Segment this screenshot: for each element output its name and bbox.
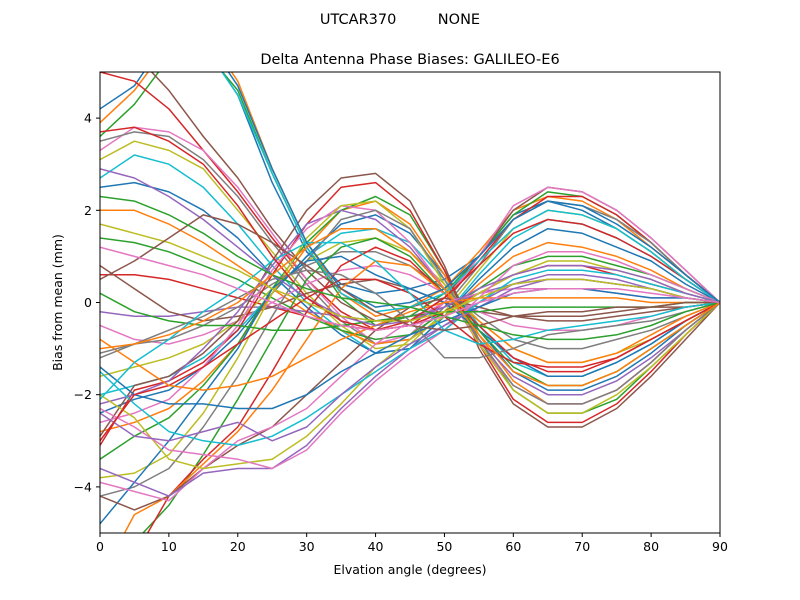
series-line-40: [100, 287, 720, 410]
series-line-29: [100, 255, 720, 525]
x-axis: 0 10 20 30 40 50 60 70 80 90: [96, 533, 728, 554]
series-line-42: [100, 297, 720, 391]
series-line-22: [100, 195, 720, 460]
series-line-24: [100, 172, 720, 437]
series-line-50: [100, 223, 720, 322]
series-line-23: [100, 181, 720, 446]
series-line-45: [100, 241, 720, 400]
x-tick-label: 50: [436, 539, 452, 554]
y-tick-label: −2: [74, 387, 92, 402]
y-tick-label: 0: [84, 295, 92, 310]
series-line-1: [100, 72, 720, 304]
figure-suptitle: UTCAR370 NONE: [320, 12, 480, 28]
x-tick-label: 10: [161, 539, 177, 554]
y-axis-label: Bias from mean (mm): [50, 234, 65, 371]
series-line-38: [100, 269, 720, 447]
series-line-49: [227, 72, 720, 308]
series-line-37: [100, 251, 720, 470]
x-tick-label: 20: [230, 539, 246, 554]
series-line-5: [150, 72, 720, 322]
y-axis: −4 −2 0 2 4: [74, 111, 100, 494]
series-line-3: [100, 72, 720, 327]
x-tick-label: 0: [96, 539, 104, 554]
series-line-25: [100, 209, 720, 405]
y-tick-label: −4: [74, 479, 92, 494]
series-line-28: [100, 209, 720, 497]
x-tick-label: 80: [643, 539, 659, 554]
x-tick-label: 40: [368, 539, 384, 554]
series-line-53: [100, 227, 720, 387]
series-layer: [100, 72, 720, 533]
y-tick-label: 4: [84, 111, 92, 126]
series-line-20: [100, 214, 720, 414]
x-axis-label: Elvation angle (degrees): [333, 562, 486, 577]
x-tick-label: 60: [505, 539, 521, 554]
x-tick-label: 90: [712, 539, 728, 554]
series-line-52: [100, 195, 720, 341]
series-line-32: [123, 260, 720, 533]
series-line-54: [100, 246, 720, 331]
chart-title: Delta Antenna Phase Biases: GALILEO-E6: [260, 52, 559, 68]
y-tick-label: 2: [84, 203, 92, 218]
x-tick-label: 70: [574, 539, 590, 554]
x-tick-label: 30: [299, 539, 315, 554]
